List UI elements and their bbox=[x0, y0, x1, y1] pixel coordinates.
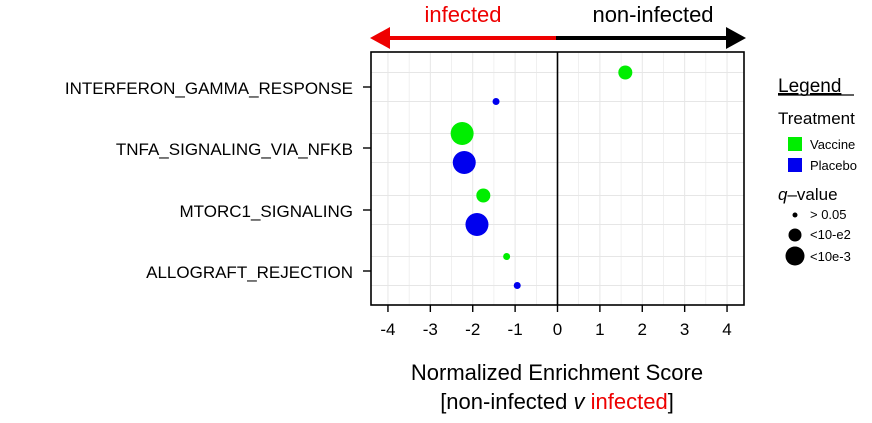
subtitle-close: ] bbox=[668, 389, 674, 414]
x-tick-label: 4 bbox=[722, 320, 731, 339]
x-tick-label: -4 bbox=[380, 320, 395, 339]
legend-qvalue-rest: –value bbox=[787, 185, 837, 204]
legend-title: Legend bbox=[778, 76, 841, 97]
legend-label-vaccine: Vaccine bbox=[810, 137, 855, 152]
legend-qvalue-title: q–value bbox=[778, 185, 838, 204]
direction-arrow: infected non-infected bbox=[370, 2, 746, 49]
legend: Legend Treatment Vaccine Placebo q–value… bbox=[778, 76, 857, 266]
x-axis: -4 -3 -2 -1 0 1 2 3 4 bbox=[380, 305, 732, 339]
legend-size-medium bbox=[788, 228, 802, 242]
non-infected-direction-label: non-infected bbox=[592, 2, 713, 27]
data-point-placebo bbox=[492, 98, 500, 105]
plot-panel bbox=[370, 51, 745, 306]
data-points bbox=[450, 65, 633, 289]
legend-size-small bbox=[792, 212, 798, 218]
y-axis: INTERFERON_GAMMA_RESPONSE TNFA_SIGNALING_… bbox=[65, 79, 371, 282]
data-point-vaccine bbox=[503, 253, 511, 260]
x-tick-label: 0 bbox=[553, 320, 562, 339]
infected-direction-label: infected bbox=[424, 2, 501, 27]
subtitle-versus: v bbox=[574, 389, 587, 414]
x-tick-label: 1 bbox=[595, 320, 604, 339]
data-point-placebo bbox=[513, 282, 521, 289]
x-tick-label: 2 bbox=[638, 320, 647, 339]
x-axis-subtitle: [non-infected v infected] bbox=[440, 389, 674, 414]
y-tick-label: INTERFERON_GAMMA_RESPONSE bbox=[65, 79, 353, 98]
legend-label-placebo: Placebo bbox=[810, 158, 857, 173]
data-point-placebo bbox=[465, 213, 489, 236]
legend-swatch-vaccine bbox=[788, 137, 802, 151]
x-tick-label: -1 bbox=[508, 320, 523, 339]
legend-swatch-placebo bbox=[788, 158, 802, 172]
data-point-placebo bbox=[452, 151, 476, 174]
y-tick-label: TNFA_SIGNALING_VIA_NFKB bbox=[116, 140, 353, 159]
subtitle-open: [non-infected bbox=[440, 389, 573, 414]
legend-treatment-title: Treatment bbox=[778, 109, 855, 128]
y-tick-label: MTORC1_SIGNALING bbox=[179, 202, 353, 221]
x-axis-title: Normalized Enrichment Score bbox=[411, 360, 703, 385]
legend-label-large: <10e-3 bbox=[810, 249, 851, 264]
data-point-vaccine bbox=[618, 65, 633, 80]
x-tick-label: -2 bbox=[465, 320, 480, 339]
subtitle-infected: infected bbox=[591, 389, 668, 414]
legend-label-medium: <10-e2 bbox=[810, 227, 851, 242]
non-infected-arrow-head bbox=[726, 27, 746, 49]
legend-qvalue-q: q bbox=[778, 185, 788, 204]
infected-arrow-head bbox=[370, 27, 390, 49]
legend-size-large bbox=[785, 246, 805, 266]
legend-label-small: > 0.05 bbox=[810, 207, 847, 222]
data-point-vaccine bbox=[476, 188, 491, 203]
x-tick-label: -3 bbox=[423, 320, 438, 339]
data-point-vaccine bbox=[450, 122, 474, 145]
x-tick-label: 3 bbox=[680, 320, 689, 339]
y-tick-label: ALLOGRAFT_REJECTION bbox=[146, 263, 353, 282]
